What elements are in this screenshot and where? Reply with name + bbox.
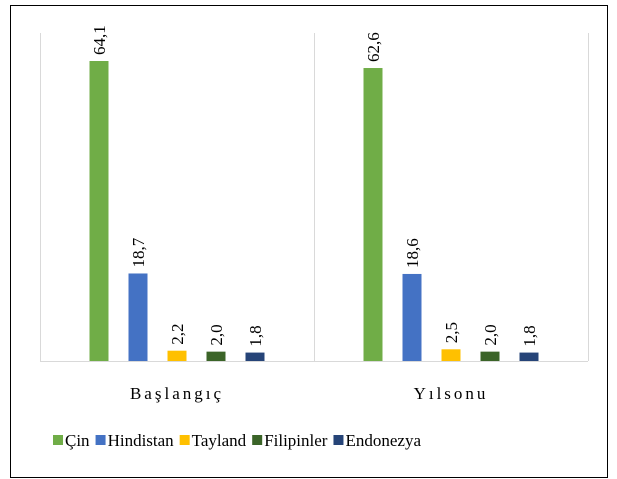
bar <box>128 273 148 361</box>
legend-label: Çin <box>65 431 90 450</box>
bar <box>206 351 226 361</box>
bar <box>441 349 461 361</box>
bar <box>519 352 539 361</box>
data-label: 64,1 <box>90 25 109 55</box>
data-label: 2,5 <box>442 322 461 343</box>
legend: Çin Hindistan Tayland Filipinler Endonezya <box>53 431 421 450</box>
legend-swatch <box>53 435 63 445</box>
bar <box>89 61 109 361</box>
data-label: 1,8 <box>520 325 539 346</box>
legend-label: Filipinler <box>264 431 328 450</box>
data-label: 1,8 <box>246 325 265 346</box>
legend-label: Endonezya <box>345 431 421 450</box>
x-tick-label: Yılsonu <box>414 384 489 403</box>
data-label: 2,0 <box>207 324 226 345</box>
bar <box>167 350 187 361</box>
x-tick-label: Başlangıç <box>130 384 224 403</box>
legend-swatch <box>179 435 190 445</box>
legend-swatch <box>95 435 106 445</box>
bar <box>402 273 422 361</box>
bar <box>480 351 500 361</box>
legend-swatch <box>252 435 263 445</box>
data-label: 18,6 <box>403 238 422 268</box>
data-label: 18,7 <box>129 237 148 267</box>
chart-border <box>10 5 608 478</box>
legend-swatch <box>333 435 344 445</box>
legend-label: Tayland <box>192 431 247 450</box>
data-label: 2,0 <box>481 324 500 345</box>
bar <box>363 68 383 362</box>
data-label: 62,6 <box>364 32 383 62</box>
bar <box>245 352 265 361</box>
data-label: 2,2 <box>168 323 187 344</box>
legend-label: Hindistan <box>108 431 175 450</box>
